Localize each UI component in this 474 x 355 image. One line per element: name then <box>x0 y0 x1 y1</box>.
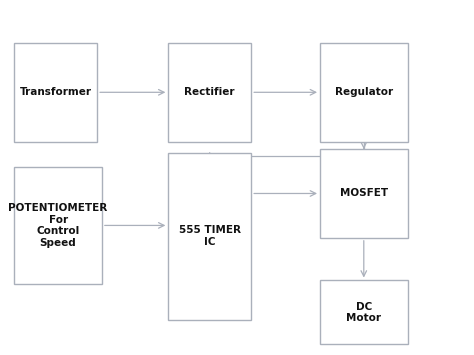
Text: Transformer: Transformer <box>20 87 91 97</box>
FancyBboxPatch shape <box>14 167 102 284</box>
FancyBboxPatch shape <box>168 153 251 320</box>
FancyBboxPatch shape <box>320 149 408 238</box>
FancyBboxPatch shape <box>320 280 408 344</box>
FancyBboxPatch shape <box>320 43 408 142</box>
Text: MOSFET: MOSFET <box>340 189 388 198</box>
FancyBboxPatch shape <box>168 43 251 142</box>
Text: DC
Motor: DC Motor <box>346 302 381 323</box>
FancyBboxPatch shape <box>14 43 97 142</box>
Text: Rectifier: Rectifier <box>184 87 235 97</box>
Text: POTENTIOMETER
For
Control
Speed: POTENTIOMETER For Control Speed <box>9 203 108 248</box>
Text: Regulator: Regulator <box>335 87 393 97</box>
Text: 555 TIMER
IC: 555 TIMER IC <box>179 225 241 247</box>
